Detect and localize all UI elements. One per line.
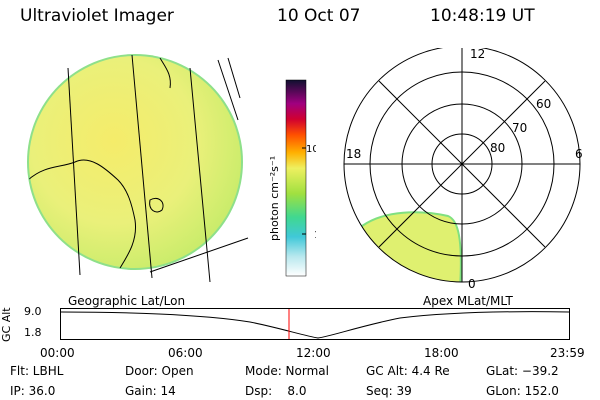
ip-status: IP: 36.0 <box>10 384 56 398</box>
apex-caption: Apex MLat/MLT <box>423 294 513 308</box>
colorbar-tick-100: 100 <box>306 144 316 155</box>
polar-grid <box>343 48 581 283</box>
geographic-caption: Geographic Lat/Lon <box>68 294 186 308</box>
instrument-title: Ultraviolet Imager <box>20 6 174 26</box>
mlt-label-18: 18 <box>346 147 361 161</box>
timeline-ylabel: GC Alt <box>0 307 13 342</box>
mlt-label-12: 12 <box>470 48 485 61</box>
coastline <box>28 159 137 269</box>
colorbar-tick-10: 10 <box>314 230 316 241</box>
observation-date: 10 Oct 07 <box>277 6 361 26</box>
timeline-xtick-0: 00:00 <box>40 346 75 360</box>
coastline-island <box>149 197 164 213</box>
timeline-xtick-1: 06:00 <box>168 346 203 360</box>
timeline-xtick-4: 23:59 <box>550 346 585 360</box>
mlat-label-70: 70 <box>512 121 527 135</box>
altitude-curve <box>60 311 570 339</box>
timeline-ytick-top: 9.0 <box>24 305 42 318</box>
mlat-label-80: 80 <box>490 141 505 155</box>
timeline-frame <box>60 308 570 340</box>
timeline-ytick-bottom: 1.8 <box>24 326 42 339</box>
polar-plot-panel: 12 18 6 0 60 70 80 <box>343 48 583 291</box>
glat-status: GLat: −39.2 <box>486 364 559 378</box>
timeline-xtick-3: 18:00 <box>424 346 459 360</box>
gain-status: Gain: 14 <box>125 384 176 398</box>
longitude-grid <box>67 54 249 283</box>
filter-status: Flt: LBHL <box>10 364 64 378</box>
color-gradient <box>285 79 307 277</box>
seq-status: Seq: 39 <box>366 384 412 398</box>
observation-time: 10:48:19 UT <box>430 6 535 26</box>
mlat-label-60: 60 <box>536 97 551 111</box>
earth-disk-image <box>29 56 241 268</box>
dsp-status: Dsp: 8.0 <box>245 384 307 398</box>
disk-overlay <box>28 57 171 269</box>
orbit-altitude-plot <box>60 308 570 340</box>
polar-image-patch <box>344 211 462 282</box>
timeline-xtick-2: 12:00 <box>296 346 331 360</box>
mlt-label-0: 0 <box>468 277 476 291</box>
coastline-north <box>159 57 171 89</box>
door-status: Door: Open <box>125 364 194 378</box>
colorbar-label: photon cm⁻²s⁻¹ <box>268 156 281 241</box>
mode-status: Mode: Normal <box>245 364 329 378</box>
gc-alt-status: GC Alt: 4.4 Re <box>366 364 450 378</box>
timeline-ylabel-wrap: GC Alt <box>0 300 14 344</box>
mlt-label-6: 6 <box>575 147 583 161</box>
glon-status: GLon: 152.0 <box>486 384 559 398</box>
geographic-image-panel <box>27 54 249 283</box>
color-scale-bar: 100 10 photon cm⁻²s⁻¹ <box>268 79 316 277</box>
